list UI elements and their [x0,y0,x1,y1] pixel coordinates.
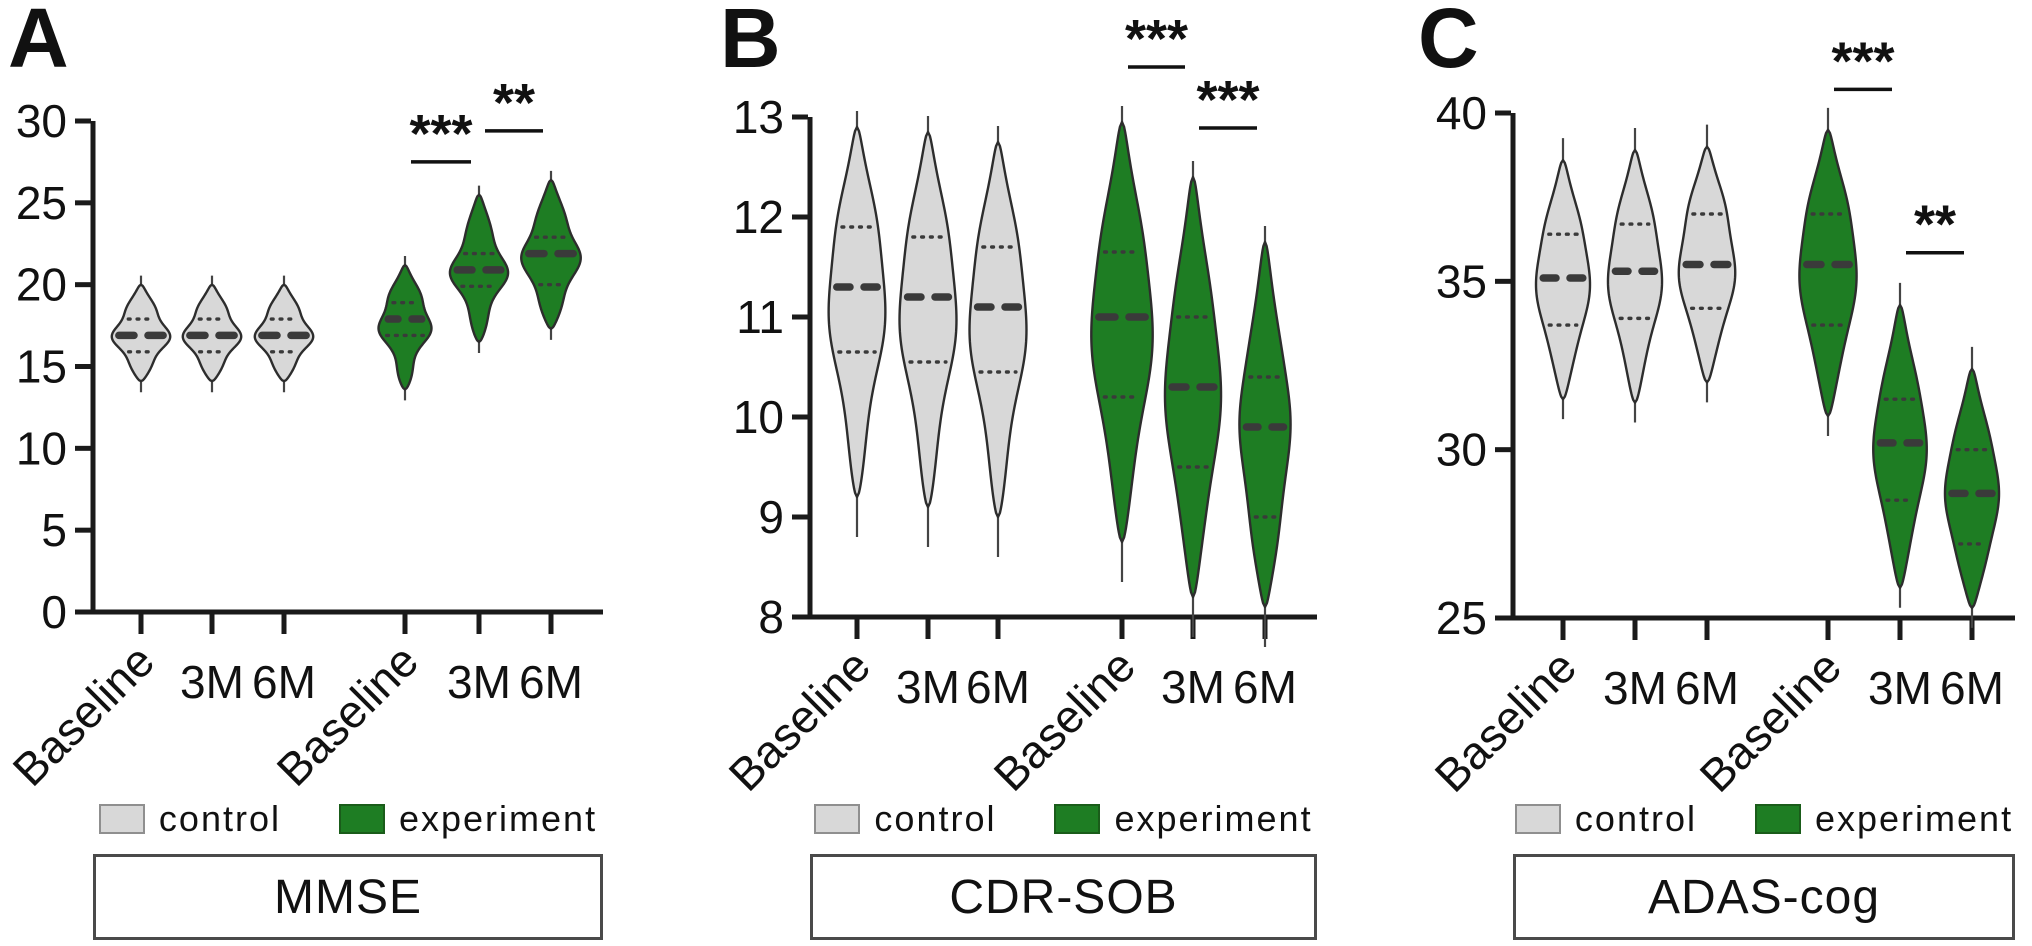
violin-experiment-6m [1238,240,1292,609]
legend-item-experiment: experiment [338,798,598,840]
x-tick-label: 3M [1603,662,1667,714]
y-tick-label: 10 [16,422,67,474]
y-tick-label: 13 [733,91,784,143]
significance-label: ** [493,73,535,133]
violin-experiment-3m [1872,303,1928,589]
panel-title: MMSE [274,870,422,924]
y-tick-label: 40 [1436,87,1487,139]
legend-item-experiment: experiment [1054,798,1312,840]
y-tick-label: 12 [733,191,784,243]
x-tick-label: 3M [447,656,511,708]
plot-area: 8 9 10 11 12 13 *** *** Baseline 3M 6M Baseline 3M 6M [680,0,1350,805]
violin-experiment-3m [1163,175,1223,599]
panel-title-box: ADAS-cog [1513,854,2015,940]
plot-area: 25 30 35 40 *** ** Baseline 3M 6M Baseline 3M 6M [1350,0,2032,805]
panel-title: ADAS-cog [1647,870,1881,924]
y-tick-label: 9 [758,491,784,543]
experiment-swatch-icon [338,804,385,834]
panel-b: B 8 9 10 11 12 13 *** *** Baseline 3M 6M Baseline 3M 6… [680,0,1350,946]
legend: control experiment [93,798,603,840]
y-tick-label: 35 [1436,255,1487,307]
legend-item-control: control [814,798,996,840]
legend-label: experiment [1814,798,2014,839]
violin-control-baseline [827,125,887,499]
y-tick-label: 25 [16,177,67,229]
legend-item-experiment: experiment [1754,798,2014,840]
legend-label: control [874,798,997,839]
x-tick-label: 6M [1233,661,1297,713]
legend-item-control: control [1514,798,1697,840]
violin-control-baseline [110,283,172,383]
x-tick-label: 6M [252,656,316,708]
legend: control experiment [1513,798,2015,840]
panel-title: CDR-SOB [949,870,1178,924]
experiment-swatch-icon [1754,804,1801,834]
y-tick-label: 5 [41,504,67,556]
violin-experiment-baseline [1798,128,1858,418]
x-tick-label: Baseline [719,639,881,800]
y-tick-label: 30 [16,95,67,147]
plot-area: 0 5 10 15 20 25 30 *** ** Baseline 3M 6M Baseline 3M 6… [0,0,680,805]
y-tick-label: 11 [736,291,784,343]
control-swatch-icon [98,804,145,834]
x-tick-label: 3M [180,656,244,708]
x-tick-label: Baseline [3,634,165,796]
legend-item-control: control [98,798,281,840]
experiment-swatch-icon [1054,804,1101,834]
significance-label: ** [1914,195,1956,255]
legend-label: control [1574,798,1697,839]
control-swatch-icon [1514,804,1561,834]
y-tick-label: 10 [733,391,784,443]
y-tick-label: 8 [758,591,784,643]
y-tick-label: 20 [16,259,67,311]
violin-experiment-6m [1943,367,2001,610]
y-tick-label: 25 [1436,592,1487,644]
violin-experiment-3m [448,193,510,344]
significance-label: *** [1831,31,1894,91]
violin-control-3m [1606,148,1664,404]
panel-letter: B [720,0,781,85]
panel-a: A 0 5 10 15 20 25 30 *** ** Baseline 3M 6M Baseline 3M… [0,0,680,946]
significance-label: *** [1125,9,1188,69]
y-tick-label: 0 [41,586,67,638]
violin-experiment-6m [520,178,582,331]
panel-letter: C [1418,0,1479,85]
panel-c: C 25 30 35 40 *** ** Baseline 3M 6M Baseline 3M 6M co… [1350,0,2032,946]
violin-control-3m [898,130,958,509]
x-tick-label: 3M [896,661,960,713]
x-tick-label: 3M [1161,661,1225,713]
panel-title-box: MMSE [93,854,603,940]
y-tick-label: 15 [16,341,67,393]
x-tick-label: 3M [1868,662,1932,714]
violin-experiment-baseline [377,263,433,391]
panel-title-box: CDR-SOB [810,854,1317,940]
violin-control-6m [968,140,1028,519]
violin-control-baseline [1534,158,1592,401]
panel-letter: A [8,0,69,85]
legend-label: experiment [1114,798,1313,839]
violin-control-6m [253,283,315,383]
control-swatch-icon [814,804,861,834]
x-tick-label: 6M [966,661,1030,713]
legend: control experiment [810,798,1317,840]
violin-control-6m [1677,145,1737,384]
significance-label: *** [1196,70,1259,130]
violin-experiment-baseline [1090,120,1154,544]
violin-control-3m [181,283,243,383]
x-tick-label: 6M [1675,662,1739,714]
legend-label: control [158,798,281,839]
x-tick-label: 6M [519,656,583,708]
x-tick-label: Baseline [1425,640,1587,800]
significance-label: *** [409,104,472,164]
x-tick-label: 6M [1940,662,2004,714]
y-tick-label: 30 [1436,424,1487,476]
legend-label: experiment [398,798,598,839]
